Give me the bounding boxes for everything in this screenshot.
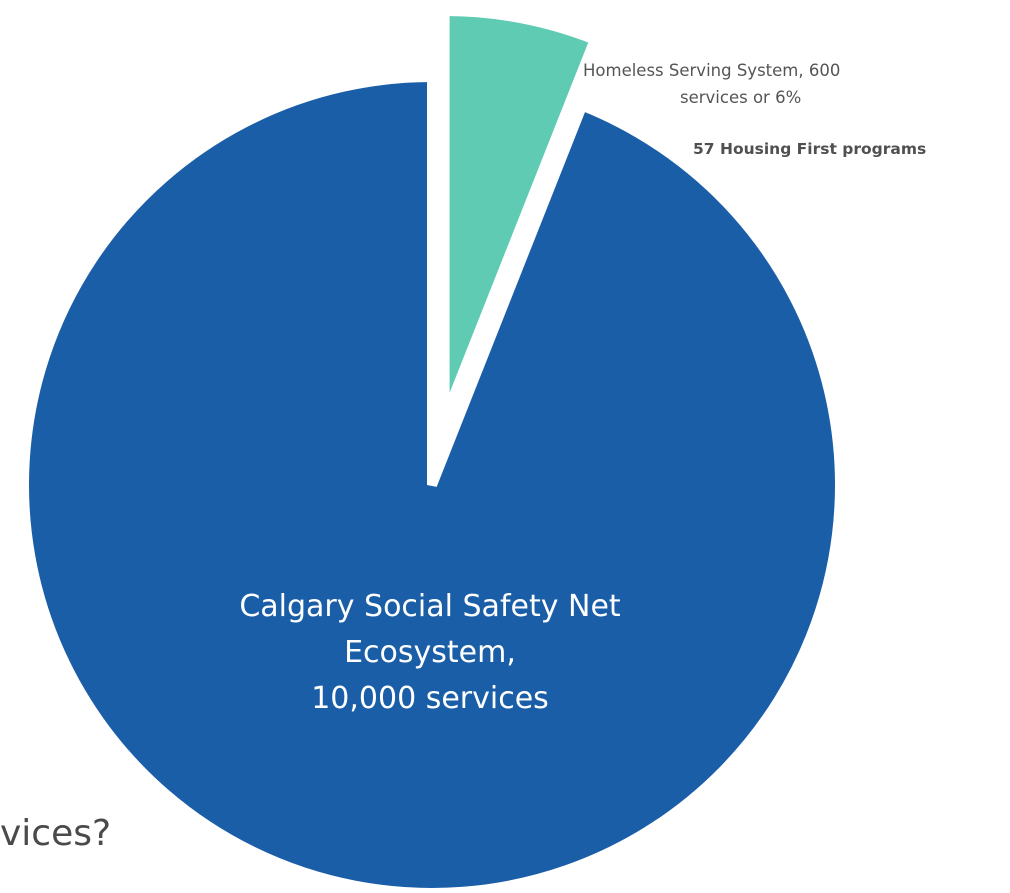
main-slice-label: Calgary Social Safety Net Ecosystem, 10,… [140,584,720,722]
main-label-line-2: Ecosystem, [344,635,516,670]
callout-line-1: Homeless Serving System, 600 [583,61,841,80]
pie-slice-calgary-social-safety-net-ecosystem [19,71,845,893]
pie-slice-homeless-serving-system [439,5,602,421]
partial-question-text: vices? [0,813,112,854]
main-label-line-1: Calgary Social Safety Net [239,589,621,624]
main-label-line-3: 10,000 services [311,681,549,716]
callout-line-2: services or 6% [680,88,802,107]
callout-sub-label: 57 Housing First programs [693,140,927,158]
